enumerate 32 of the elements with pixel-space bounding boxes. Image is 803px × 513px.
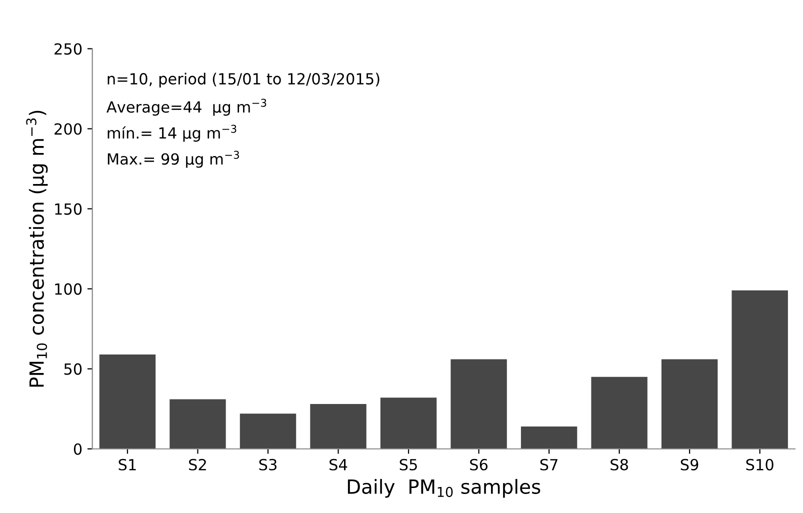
bar [99,354,156,449]
x-axis-title: Daily PM$_{10}$ samples [348,478,540,498]
y-tick-label: 0 [74,443,82,455]
bar [380,398,437,449]
bar [170,399,226,449]
bar [591,376,648,449]
bar [732,290,788,449]
y-axis-title: PM$_{10}$ concentration (µg m$^{−3}$) [26,110,48,387]
bar [240,414,296,449]
x-tick-label: S5 [400,458,417,470]
bar [520,426,578,449]
x-tick-label: S4 [330,458,348,470]
bar [661,359,718,449]
y-tick-label: 150 [55,203,82,215]
y-tick-label: 250 [54,43,82,55]
annotation: n=10, period (15/01 to 12/03/2015) [108,72,380,88]
y-tick-label: 50 [64,363,82,375]
annotation: mín.= 14 µg m$^{−3}$ [108,124,236,142]
y-tick-label: 100 [55,283,82,295]
x-tick-label: S7 [540,458,558,470]
bar [450,359,507,449]
bar [310,404,366,449]
x-tick-label: S3 [259,458,276,470]
annotation: Average=44 µg m$^{−3}$ [106,98,266,116]
x-tick-label: S10 [746,458,774,470]
x-tick-label: S1 [118,458,136,470]
annotation: Max.= 99 µg m$^{−3}$ [108,150,240,168]
x-tick-label: S8 [610,458,628,470]
x-tick-label: S9 [680,458,698,470]
y-tick-label: 200 [54,123,82,135]
x-tick-label: S2 [189,458,206,470]
x-tick-label: S6 [470,458,488,470]
